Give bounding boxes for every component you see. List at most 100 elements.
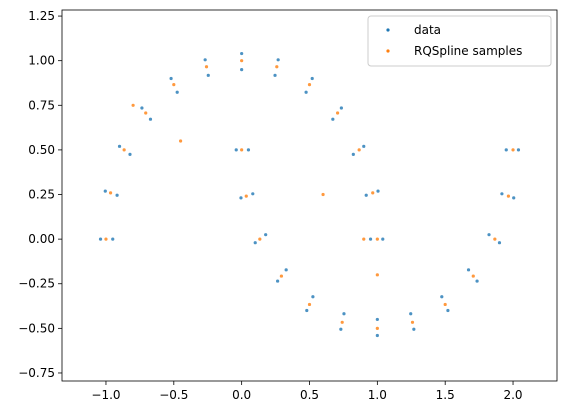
point (140, 106, 144, 110)
point (331, 117, 335, 121)
point (351, 152, 355, 156)
point (276, 279, 280, 283)
point (305, 308, 309, 313)
point (206, 73, 210, 77)
y-tick-label: 0.50 (28, 143, 55, 157)
point (240, 68, 244, 72)
legend-marker (386, 49, 390, 53)
point (516, 148, 521, 152)
y-tick-label: 0.00 (28, 232, 55, 246)
point (375, 333, 379, 338)
point (275, 65, 279, 69)
point (342, 312, 346, 316)
point (253, 241, 257, 245)
point (446, 308, 450, 313)
point (310, 76, 314, 81)
point (258, 237, 262, 241)
point (240, 51, 244, 56)
legend-label: data (414, 23, 441, 37)
point (148, 117, 153, 121)
point (440, 295, 444, 299)
point (115, 193, 119, 197)
y-tick-label: −0.25 (18, 277, 55, 291)
point (381, 237, 385, 241)
point (117, 144, 122, 148)
point (335, 111, 340, 115)
point (122, 148, 126, 152)
point (98, 237, 103, 241)
y-tick-label: 0.75 (28, 98, 55, 112)
point (131, 103, 135, 107)
point (375, 273, 379, 277)
x-tick-label: 2.0 (503, 388, 522, 402)
point (512, 196, 516, 200)
point (240, 59, 244, 63)
point (362, 237, 366, 241)
point (273, 73, 277, 77)
point (487, 233, 491, 237)
point (279, 274, 284, 278)
point (409, 312, 413, 316)
y-tick-label: 1.00 (28, 54, 55, 68)
point (375, 326, 379, 330)
y-tick-label: 1.25 (28, 9, 55, 23)
point (240, 148, 244, 152)
point (466, 268, 471, 272)
point (410, 320, 415, 324)
point (108, 191, 113, 195)
legend-label: RQSpline samples (414, 44, 522, 58)
point (144, 111, 148, 115)
x-tick-label: 0.5 (300, 388, 319, 402)
y-tick-label: 0.25 (28, 188, 55, 202)
legend: data RQSpline samples (367, 15, 552, 67)
point (284, 268, 288, 272)
legend-marker (386, 28, 390, 32)
point (471, 274, 475, 278)
point (244, 194, 248, 198)
point (239, 196, 243, 200)
y-tick-label: −0.50 (18, 321, 55, 335)
point (339, 327, 343, 331)
point (307, 82, 312, 87)
point (504, 148, 508, 152)
point (500, 192, 504, 196)
point (506, 194, 511, 198)
point (111, 237, 115, 241)
point (371, 191, 375, 195)
point (443, 302, 447, 307)
x-tick-label: 1.0 (368, 388, 387, 402)
point (307, 302, 312, 307)
x-tick-label: 0.0 (232, 388, 251, 402)
point (104, 237, 108, 241)
point (103, 189, 107, 193)
point (264, 233, 268, 237)
point (357, 148, 361, 152)
point (321, 192, 325, 197)
y-tick-label: −0.75 (18, 366, 55, 380)
point (234, 148, 238, 152)
point (511, 148, 515, 152)
point (339, 106, 343, 110)
legend-box (367, 15, 552, 67)
point (251, 192, 255, 196)
point (203, 58, 207, 62)
point (172, 82, 176, 87)
x-tick-label: −0.5 (159, 388, 188, 402)
point (204, 65, 209, 69)
point (362, 144, 366, 148)
point (412, 327, 416, 331)
point (368, 237, 373, 241)
point (169, 76, 173, 81)
point (364, 193, 368, 197)
point (497, 241, 502, 245)
point (178, 139, 183, 143)
point (128, 152, 132, 156)
point (246, 148, 251, 152)
point (375, 317, 379, 322)
point (340, 320, 344, 324)
x-tick-label: 1.5 (436, 388, 455, 402)
point (475, 279, 479, 283)
point (276, 58, 280, 62)
